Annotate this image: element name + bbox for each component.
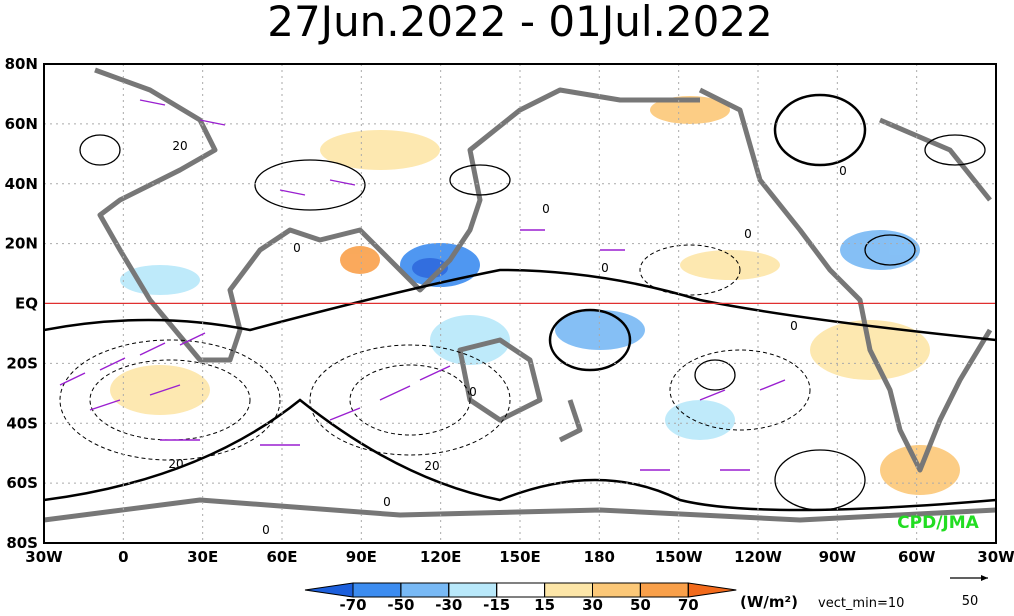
lon-label: 30W bbox=[25, 548, 63, 566]
contours bbox=[44, 93, 996, 512]
lon-label: 150W bbox=[655, 548, 703, 566]
lon-label: 30E bbox=[187, 548, 218, 566]
colorbar-segment bbox=[544, 582, 593, 598]
map-field: 20 0 0 0 0 0 0 0 20 20 0 0 bbox=[44, 64, 996, 543]
colorbar-segment bbox=[352, 582, 402, 598]
lat-label: 20N bbox=[5, 235, 38, 253]
lat-label: 60N bbox=[5, 115, 38, 133]
lon-label: 90E bbox=[346, 548, 377, 566]
credit: CPD/JMA bbox=[897, 513, 979, 533]
contour-label: 0 bbox=[542, 202, 550, 216]
contour-label: 20 bbox=[424, 459, 439, 473]
lat-label: 80S bbox=[6, 534, 38, 552]
lat-label: 60S bbox=[6, 474, 38, 492]
colorbar-label: -30 bbox=[435, 596, 462, 612]
contour-label: 0 bbox=[744, 227, 752, 241]
lon-label: 0 bbox=[118, 548, 128, 566]
colorbar-label: 70 bbox=[678, 596, 699, 612]
contour-label: 0 bbox=[839, 164, 847, 178]
lon-label: 60E bbox=[266, 548, 297, 566]
wave-flux-vectors bbox=[59, 99, 786, 471]
contour-label: 0 bbox=[383, 495, 391, 509]
lon-label: 120E bbox=[420, 548, 462, 566]
negative-contours bbox=[59, 244, 811, 461]
colorbar-segment bbox=[592, 582, 641, 598]
lon-label: 120W bbox=[734, 548, 782, 566]
lat-label: 40S bbox=[6, 414, 38, 432]
lat-label: EQ bbox=[15, 295, 38, 313]
colorbar-segment bbox=[448, 582, 498, 598]
colorbar-label: 15 bbox=[534, 596, 555, 612]
contour-label: 0 bbox=[293, 241, 301, 255]
vector-scale: 50 bbox=[962, 594, 979, 609]
title: 27Jun.2022 - 01Jul.2022 bbox=[267, 0, 773, 46]
colorbar: -70 -50 -30 -15 15 30 50 70 bbox=[304, 582, 737, 614]
colorbar-label: 50 bbox=[630, 596, 651, 612]
lon-label: 60W bbox=[898, 548, 936, 566]
contour-label: 20 bbox=[168, 457, 183, 471]
colorbar-label: 30 bbox=[582, 596, 603, 612]
contour-label: 0 bbox=[601, 261, 609, 275]
colorbar-end bbox=[304, 582, 354, 598]
units: (W/m²) bbox=[740, 593, 798, 611]
colorbar-segment bbox=[400, 582, 450, 598]
lat-label: 80N bbox=[5, 55, 38, 73]
map-frame bbox=[43, 63, 997, 544]
colorbar-end bbox=[687, 582, 737, 598]
colorbar-segment bbox=[496, 582, 546, 598]
lat-label: 20S bbox=[6, 354, 38, 372]
colorbar-segment bbox=[639, 582, 689, 598]
lon-label: 150E bbox=[499, 548, 541, 566]
contour-label: 0 bbox=[790, 319, 798, 333]
contour-label: 0 bbox=[262, 523, 270, 537]
colorbar-label: -50 bbox=[387, 596, 414, 612]
lat-label: 40N bbox=[5, 175, 38, 193]
colorbar-label: -70 bbox=[339, 596, 366, 612]
contour-label: 0 bbox=[469, 385, 477, 399]
axis-labels: 30W 0 30E 60E 90E 120E 150E 180 150W 120W 90W 60W 30… bbox=[5, 55, 1014, 566]
colorbar-label: -15 bbox=[483, 596, 510, 612]
vector-min: vect_min=10 bbox=[818, 596, 904, 611]
lon-label: 180 bbox=[584, 548, 615, 566]
lon-label: 30W bbox=[977, 548, 1014, 566]
contour-label: 20 bbox=[172, 139, 187, 153]
contour-labels: 20 0 0 0 0 0 0 0 20 20 0 0 bbox=[168, 139, 846, 537]
lon-label: 90W bbox=[819, 548, 857, 566]
vector-scale-arrowhead bbox=[981, 575, 988, 581]
